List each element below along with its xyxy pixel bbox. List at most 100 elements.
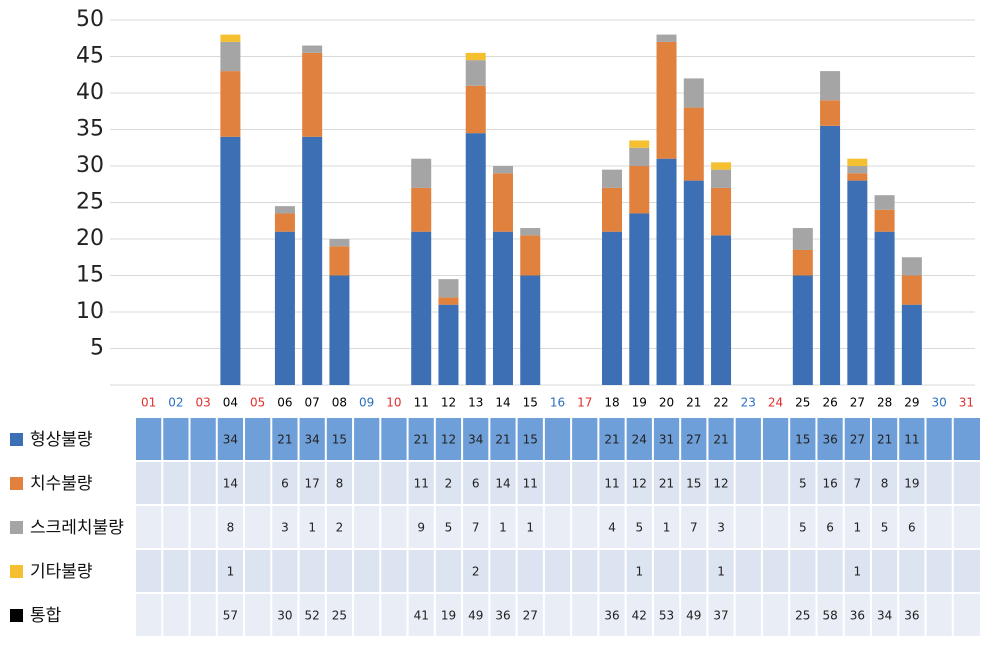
bar-segment bbox=[847, 158, 868, 166]
bar-segment bbox=[711, 235, 732, 385]
legend-swatch bbox=[10, 433, 23, 446]
table-cell: 11 bbox=[414, 477, 429, 491]
bar-segment bbox=[465, 52, 486, 61]
table-cell: 49 bbox=[468, 609, 483, 623]
bar-segment bbox=[847, 166, 868, 174]
bar-segment bbox=[711, 187, 732, 236]
table-cell: 30 bbox=[277, 609, 292, 623]
table-cell: 41 bbox=[414, 609, 429, 623]
table-cell: 25 bbox=[795, 609, 810, 623]
bar-segment bbox=[302, 136, 323, 385]
table-cell: 8 bbox=[227, 521, 235, 535]
x-tick-label: 11 bbox=[414, 396, 429, 410]
table-cell: 58 bbox=[822, 609, 837, 623]
table-cell: 8 bbox=[881, 477, 889, 491]
table-cell: 27 bbox=[850, 433, 865, 447]
bar-segment bbox=[220, 34, 241, 42]
bar-segment bbox=[656, 34, 677, 42]
bar-segment bbox=[629, 140, 650, 148]
table-cell: 24 bbox=[632, 433, 647, 447]
table-cell: 57 bbox=[223, 609, 238, 623]
bar-segment bbox=[520, 275, 541, 385]
bar-segment bbox=[438, 279, 459, 298]
table-cell: 21 bbox=[659, 477, 674, 491]
bar-segment bbox=[683, 78, 704, 108]
table-cell: 1 bbox=[854, 521, 862, 535]
bar-segment bbox=[683, 107, 704, 181]
bar-segment bbox=[629, 213, 650, 385]
table-cell: 19 bbox=[441, 609, 456, 623]
table-cell: 36 bbox=[850, 609, 865, 623]
bar-segment bbox=[656, 41, 677, 159]
bar-segment bbox=[520, 235, 541, 276]
row-label: 스크레치불량 bbox=[30, 518, 124, 538]
bar-segment bbox=[492, 173, 513, 232]
table-cell: 15 bbox=[332, 433, 347, 447]
table-cell: 6 bbox=[908, 521, 916, 535]
bar-segment bbox=[329, 239, 350, 247]
table-cell: 5 bbox=[445, 521, 453, 535]
table-cell: 1 bbox=[717, 565, 725, 579]
legend-swatch bbox=[10, 609, 23, 622]
bar-segment bbox=[302, 52, 323, 137]
x-tick-label: 23 bbox=[741, 396, 756, 410]
table-cell: 21 bbox=[414, 433, 429, 447]
legend-swatch bbox=[10, 565, 23, 578]
y-tick-label: 50 bbox=[76, 7, 104, 32]
y-tick-label: 20 bbox=[76, 226, 104, 251]
x-tick-label: 03 bbox=[196, 396, 211, 410]
table-cell: 15 bbox=[686, 477, 701, 491]
table-cell: 7 bbox=[854, 477, 862, 491]
table-cell: 6 bbox=[281, 477, 289, 491]
x-tick-label: 08 bbox=[332, 396, 347, 410]
y-tick-label: 30 bbox=[76, 153, 104, 178]
table-cell: 5 bbox=[635, 521, 643, 535]
x-tick-label: 29 bbox=[904, 396, 919, 410]
table-cell: 3 bbox=[717, 521, 725, 535]
table-cell: 6 bbox=[472, 477, 480, 491]
bar-segment bbox=[520, 228, 541, 236]
x-tick-label: 28 bbox=[877, 396, 892, 410]
table-cell: 1 bbox=[854, 565, 862, 579]
table-cell: 3 bbox=[281, 521, 289, 535]
bar-segment bbox=[901, 257, 922, 276]
bar-segment bbox=[874, 209, 895, 232]
bar-segment bbox=[438, 304, 459, 385]
x-tick-label: 20 bbox=[659, 396, 674, 410]
bar-segment bbox=[792, 249, 813, 276]
table-row-bg bbox=[135, 462, 980, 504]
row-label: 형상불량 bbox=[30, 430, 93, 450]
y-tick-label: 25 bbox=[76, 190, 104, 215]
table-cell: 31 bbox=[659, 433, 674, 447]
x-tick-label: 31 bbox=[959, 396, 974, 410]
bar-segment bbox=[602, 231, 623, 385]
bar-segment bbox=[901, 275, 922, 305]
bar-segment bbox=[629, 166, 650, 214]
table-row-bg bbox=[135, 594, 980, 636]
table-cell: 5 bbox=[799, 477, 807, 491]
bar-segment bbox=[220, 41, 241, 72]
bar-segment bbox=[711, 169, 732, 188]
table-cell: 21 bbox=[277, 433, 292, 447]
table-cell: 36 bbox=[822, 433, 837, 447]
bar-segment bbox=[901, 304, 922, 385]
table-cell: 16 bbox=[822, 477, 837, 491]
bar-segment bbox=[492, 166, 513, 174]
x-tick-label: 07 bbox=[305, 396, 320, 410]
bar-segment bbox=[602, 169, 623, 188]
row-label: 치수불량 bbox=[30, 474, 93, 494]
table-cell: 34 bbox=[468, 433, 483, 447]
x-tick-label: 24 bbox=[768, 396, 783, 410]
bar-segment bbox=[847, 180, 868, 385]
table-cell: 27 bbox=[686, 433, 701, 447]
table-cell: 34 bbox=[877, 609, 892, 623]
table-cell: 15 bbox=[523, 433, 538, 447]
table-cell: 2 bbox=[472, 565, 480, 579]
x-tick-label: 04 bbox=[223, 396, 238, 410]
bar-segment bbox=[465, 133, 486, 385]
y-tick-label: 45 bbox=[76, 44, 104, 69]
bar-segment bbox=[874, 231, 895, 385]
legend-swatch bbox=[10, 477, 23, 490]
bar-segment bbox=[820, 125, 841, 385]
